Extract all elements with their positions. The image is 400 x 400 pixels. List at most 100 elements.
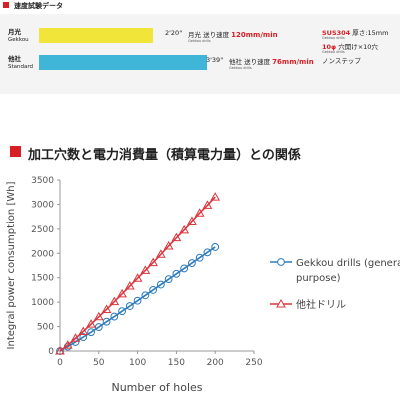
data-point [133, 296, 142, 305]
x-tick-label: 50 [93, 358, 105, 368]
data-point [70, 333, 81, 342]
y-tick-label: 1000 [31, 298, 54, 308]
x-tick-label: 150 [168, 358, 185, 368]
time-gekkou: 2'20" [165, 29, 183, 37]
speed-bar-standard [39, 55, 207, 70]
condition-line-3: ノンステップ [322, 55, 361, 65]
company-label-gekkou: 月光 Gekkou [8, 28, 29, 44]
y-tick-label: 3000 [31, 200, 54, 210]
x-tick-label: 100 [129, 358, 146, 368]
legend-label: Gekkou drills (general- [296, 258, 400, 269]
data-point [187, 216, 197, 226]
data-point [156, 280, 165, 289]
condition-material: SUS304 [322, 29, 351, 37]
section-marker [3, 2, 9, 8]
data-point [202, 200, 213, 209]
data-point [148, 257, 158, 267]
data-point [140, 265, 151, 274]
data-point [79, 333, 88, 341]
legend-label: purpose) [296, 273, 341, 284]
condition-line-2: 10φ 穴開け×10穴 [322, 41, 378, 51]
y-tick-label: 500 [37, 323, 54, 333]
data-point [210, 192, 221, 201]
data-point [86, 319, 96, 328]
speed-test-title: 速度試験データ [14, 2, 63, 10]
company-subname: Gekkou [8, 37, 29, 43]
data-point [117, 288, 127, 298]
legend-swatch-marker [276, 298, 286, 308]
data-point [141, 291, 150, 300]
data-point [194, 208, 205, 217]
chart-legend: Gekkou drills (general-purpose) 他社ドリル [270, 258, 400, 311]
chart-axes: 0 500 1000 1500 2000 2500 3000 3500 0 50 100 150 200… [6, 176, 263, 394]
data-point [55, 345, 65, 355]
data-point [171, 232, 182, 242]
series-line [59, 246, 216, 352]
data-point [101, 304, 112, 313]
y-axis-label: Integral power consumption [Wh] [6, 181, 17, 349]
data-point [124, 281, 135, 290]
power-consumption-chart: 0 500 1000 1500 2000 2500 3000 3500 0 50 100 150 200… [6, 176, 400, 394]
y-tick-label: 2500 [31, 225, 54, 235]
x-tick-label: 0 [57, 358, 63, 368]
note-gekkou: Gekkou drills [188, 39, 211, 43]
condition-thickness: 厚さ:15mm [350, 29, 389, 37]
y-tick-label: 3500 [31, 176, 54, 186]
company-subname: Standard [8, 64, 34, 70]
data-point [188, 259, 196, 267]
company-name: 他社 [8, 55, 21, 63]
condition-diameter: 10φ [322, 43, 337, 51]
series-other [55, 192, 221, 355]
data-point [78, 326, 89, 335]
data-point [149, 286, 158, 294]
legend-item: Gekkou drills (general-purpose) [270, 258, 400, 284]
x-tick-label: 250 [245, 358, 262, 368]
section-marker [10, 146, 21, 157]
time-standard: 3'39" [206, 56, 224, 64]
section-title: 加工穴数と電力消費量（積算電力量）との関係 [28, 148, 301, 163]
feed-speed-gekkou: 月光 送り速度 120mm/min [188, 29, 278, 39]
data-point [87, 328, 95, 337]
y-tick-label: 0 [48, 347, 54, 357]
data-point [132, 273, 143, 282]
condition-line-1: SUS304 厚さ:15mm [322, 27, 388, 37]
data-point [110, 312, 119, 321]
note-standard: Gekkou drills [229, 66, 252, 70]
condition-note-2: Gekkou drills [322, 50, 345, 54]
legend-swatch-marker [277, 258, 285, 266]
company-name: 月光 [8, 28, 21, 36]
data-point [62, 340, 73, 349]
x-axis-label: Number of holes [111, 381, 202, 394]
data-point [109, 296, 120, 306]
company-label-standard: 他社 Standard [8, 55, 33, 71]
feed-speed-standard: 他社 送り速度 76mm/min [229, 56, 314, 66]
speed-test-panel: 月光 Gekkou 2'20" 月光 送り速度 120mm/min Gekkou… [0, 14, 400, 94]
data-point [180, 264, 189, 273]
data-point [102, 317, 111, 326]
feed-speed-label: 月光 送り速度 [188, 31, 230, 39]
feed-speed-label: 他社 送り速度 [229, 58, 271, 66]
condition-holes: 穴開け×10穴 [336, 43, 378, 51]
condition-note-1: Gekkou drills [322, 36, 345, 40]
y-tick-label: 2000 [31, 249, 54, 259]
data-point [179, 224, 190, 234]
condition-step: ノンステップ [322, 57, 361, 65]
y-tick-label: 1500 [31, 274, 54, 284]
data-point [195, 253, 204, 262]
speed-bar-gekkou [39, 28, 154, 43]
data-point [118, 307, 126, 316]
data-point [172, 269, 181, 278]
data-point [93, 311, 104, 321]
chart-series [55, 192, 221, 355]
x-tick-label: 200 [207, 358, 224, 368]
data-point [211, 243, 220, 251]
data-point [164, 275, 173, 284]
data-point [156, 249, 166, 258]
series-gekkou [56, 243, 220, 355]
feed-speed-value: 120mm/min [231, 31, 278, 39]
data-point [125, 302, 134, 310]
legend-item: 他社ドリル [270, 298, 346, 311]
data-point [203, 248, 212, 257]
data-point [163, 240, 174, 250]
legend-label: 他社ドリル [296, 298, 346, 311]
